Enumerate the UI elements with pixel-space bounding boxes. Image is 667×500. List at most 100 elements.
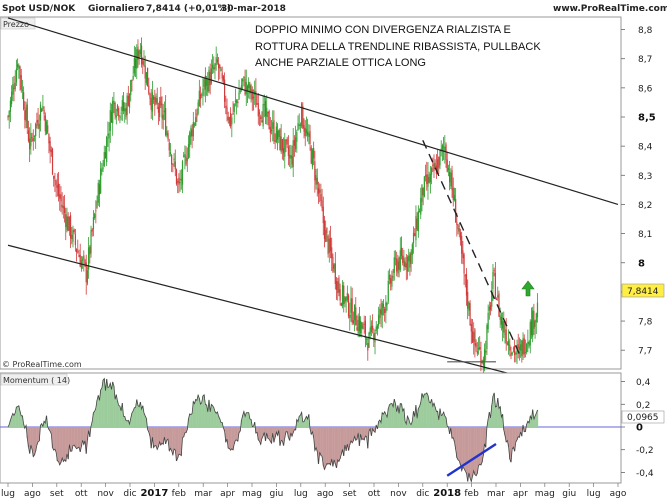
- candle-body: [493, 270, 495, 272]
- price-panel: [0, 16, 622, 370]
- candle-body: [163, 110, 166, 113]
- y-tick-label: 8,5: [638, 113, 656, 124]
- candle-body: [457, 224, 459, 230]
- candle-body: [317, 187, 320, 194]
- candle-body: [168, 142, 170, 151]
- candle-body: [394, 258, 397, 260]
- trend-lines: [7, 17, 619, 378]
- candle-body: [520, 344, 522, 351]
- candle-body: [347, 295, 350, 317]
- candle-body: [481, 361, 483, 363]
- candle-body: [337, 281, 339, 293]
- candle-body: [427, 174, 429, 187]
- candle-body: [165, 108, 167, 136]
- candle-body: [24, 110, 26, 121]
- candle-body: [115, 115, 117, 118]
- candle-body: [470, 323, 472, 332]
- x-tick-label: dic: [416, 489, 429, 499]
- candle-body: [443, 146, 445, 148]
- candle-body: [84, 259, 86, 265]
- candle-body: [146, 67, 149, 87]
- candle-body: [19, 66, 21, 79]
- candle-body: [469, 303, 471, 326]
- candle-body: [216, 59, 218, 63]
- candle-body: [485, 351, 487, 353]
- candle-body: [161, 103, 163, 119]
- candle-body: [526, 343, 528, 353]
- candle-body: [432, 164, 434, 166]
- candle-body: [364, 320, 366, 339]
- candle-body: [154, 97, 156, 106]
- candle-body: [375, 326, 377, 331]
- candle-body: [500, 316, 502, 325]
- candle-body: [256, 103, 258, 105]
- candle-body: [511, 352, 513, 355]
- x-tick-label: lug: [587, 489, 601, 499]
- candle-body: [527, 342, 529, 344]
- candle-body: [528, 342, 530, 347]
- candle-body: [512, 348, 515, 350]
- candle-body: [474, 329, 476, 346]
- candle-body: [339, 289, 341, 301]
- candle-body: [239, 90, 241, 93]
- x-tick-label: feb: [172, 489, 187, 499]
- candle-body: [340, 303, 342, 306]
- candle-body: [257, 103, 259, 117]
- candle-body: [486, 325, 488, 349]
- candle-body: [396, 258, 398, 272]
- candle-body: [308, 133, 310, 137]
- candle-body: [424, 175, 427, 177]
- current-momentum-label: 0,0965: [627, 413, 659, 423]
- x-tick-label: apr: [513, 489, 528, 499]
- candle-body: [483, 349, 486, 369]
- candle-body: [134, 59, 137, 69]
- candle-body: [332, 256, 334, 272]
- y-tick-label: 8,1: [638, 230, 652, 240]
- candle-body: [25, 107, 27, 122]
- y-tick-label: 8,7: [638, 55, 652, 65]
- candle-body: [536, 302, 539, 318]
- x-tick-label: set: [50, 489, 64, 499]
- candle-body: [9, 100, 12, 112]
- candle-body: [219, 64, 221, 69]
- candle-body: [523, 338, 525, 355]
- candle-body: [386, 303, 388, 306]
- candle-body: [359, 320, 362, 333]
- x-tick-label: ago: [317, 489, 334, 499]
- candle-body: [183, 155, 185, 157]
- candle-body: [390, 278, 392, 284]
- candle-body: [156, 98, 158, 105]
- candle-body: [199, 94, 202, 100]
- candle-body: [433, 162, 435, 172]
- price-candles: [7, 37, 539, 378]
- candle-body: [444, 147, 446, 152]
- candle-body: [309, 131, 311, 145]
- x-tick-label: ago: [610, 489, 627, 499]
- y-tick-label: 7,8: [638, 318, 653, 328]
- candle-body: [319, 189, 321, 193]
- candle-body: [75, 249, 78, 252]
- candle-body: [171, 155, 173, 165]
- candle-body: [17, 64, 19, 68]
- candle-body: [421, 184, 423, 202]
- candle-body: [73, 229, 75, 233]
- candle-body: [361, 322, 363, 329]
- candle-body: [335, 281, 338, 290]
- candle-body: [122, 102, 125, 111]
- candle-body: [379, 308, 381, 319]
- candle-body: [414, 233, 416, 237]
- candle-body: [179, 181, 181, 183]
- candle-body: [139, 49, 141, 55]
- candle-body: [334, 263, 336, 284]
- candle-body: [314, 161, 316, 181]
- momentum-area: [0, 377, 621, 483]
- candle-body: [316, 177, 318, 185]
- candle-body: [341, 284, 344, 306]
- y-tick-label: 8,2: [638, 201, 652, 211]
- candle-body: [211, 64, 214, 69]
- candle-body: [59, 194, 61, 199]
- candle-body: [23, 92, 25, 110]
- candle-body: [270, 129, 273, 131]
- x-tick-label: nov: [390, 489, 407, 499]
